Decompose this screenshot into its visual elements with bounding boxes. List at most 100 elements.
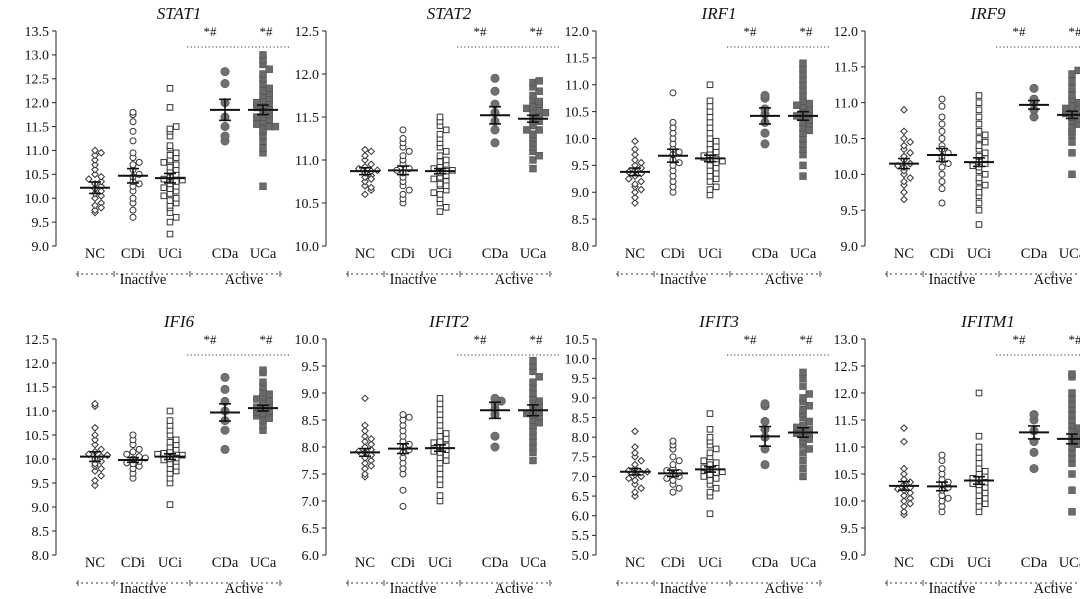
data-point xyxy=(259,182,267,190)
data-point xyxy=(900,437,908,446)
data-point xyxy=(535,152,543,160)
data-point xyxy=(436,395,444,402)
data-point xyxy=(91,170,99,179)
y-tick-label: 10.5 xyxy=(25,168,50,183)
data-point xyxy=(624,474,633,483)
data-point xyxy=(535,97,543,106)
category-label: CDi xyxy=(661,246,685,262)
y-tick-label: 7.0 xyxy=(572,470,590,485)
data-point xyxy=(706,510,714,518)
y-tick-label: 11.0 xyxy=(834,441,858,456)
data-point xyxy=(900,491,908,500)
data-point xyxy=(631,193,639,202)
category-label: CDi xyxy=(121,555,145,571)
data-point xyxy=(160,184,168,192)
data-point xyxy=(523,126,531,134)
group-label-inactive: Inactive xyxy=(660,272,707,288)
data-point xyxy=(529,356,537,365)
data-point xyxy=(220,131,230,141)
data-point xyxy=(975,106,983,114)
data-point xyxy=(706,162,714,169)
data-point xyxy=(631,150,639,159)
y-tick-label: 8.5 xyxy=(32,525,50,540)
series-uca xyxy=(253,51,280,190)
group-label-active: Active xyxy=(495,581,534,597)
data-point xyxy=(712,143,720,150)
data-point xyxy=(893,485,902,494)
data-point xyxy=(259,416,267,425)
series-cda xyxy=(1029,410,1039,474)
data-point xyxy=(700,457,708,465)
data-point xyxy=(166,407,174,415)
data-point xyxy=(535,77,543,85)
series-uca xyxy=(793,368,813,481)
data-point xyxy=(706,81,714,89)
data-point xyxy=(1029,410,1039,420)
data-point xyxy=(436,416,444,424)
data-point xyxy=(166,438,174,446)
significance-marker: *# xyxy=(744,332,758,347)
data-point xyxy=(637,158,646,167)
data-point xyxy=(535,397,543,405)
category-label: NC xyxy=(85,555,105,571)
data-point xyxy=(490,86,500,96)
chart-panel-stat2: STAT2 10.0 10.5 11.0 11.5 12.0 12.5 NC CDi UCi CDa… xyxy=(295,4,561,288)
significance-marker: *# xyxy=(800,24,814,39)
data-point xyxy=(436,152,444,159)
data-point xyxy=(906,148,915,157)
data-point xyxy=(442,430,450,437)
significance-marker: *# xyxy=(204,332,218,347)
data-point xyxy=(981,468,989,475)
y-tick-label: 13.0 xyxy=(25,49,50,64)
y-tick-label: 10.0 xyxy=(834,495,859,510)
data-point xyxy=(361,394,369,403)
data-point xyxy=(706,172,714,180)
category-label: NC xyxy=(85,246,105,262)
data-point xyxy=(490,393,500,403)
data-point xyxy=(900,105,908,114)
y-tick-label: 9.5 xyxy=(32,216,50,231)
y-tick-label: 11.0 xyxy=(25,405,49,420)
data-point xyxy=(220,79,230,89)
data-point xyxy=(706,145,714,153)
data-point xyxy=(361,177,369,186)
data-point xyxy=(706,129,714,137)
data-point xyxy=(367,160,376,169)
data-point xyxy=(712,445,720,453)
y-tick-label: 12.0 xyxy=(834,25,859,40)
group-label-inactive: Inactive xyxy=(929,272,976,288)
group-label-active: Active xyxy=(1034,581,1073,597)
category-label: CDa xyxy=(212,555,239,571)
data-point xyxy=(91,459,99,468)
data-point xyxy=(172,214,180,221)
data-point xyxy=(760,416,770,426)
chart-title: IRF1 xyxy=(701,4,737,23)
data-point xyxy=(135,180,143,188)
data-point xyxy=(706,113,714,121)
chart-panel-stat1: STAT1 9.0 9.5 10.0 10.5 11.0 11.5 12.0 12.5 13.0 1… xyxy=(25,4,291,288)
data-point xyxy=(799,59,807,67)
data-point xyxy=(265,414,273,422)
data-point xyxy=(259,87,267,95)
data-point xyxy=(706,97,714,105)
data-point xyxy=(893,161,902,170)
data-point xyxy=(91,194,99,203)
y-tick-label: 11.5 xyxy=(25,381,49,396)
significance-marker: *# xyxy=(260,332,274,347)
data-point xyxy=(900,177,908,186)
data-point xyxy=(399,152,407,160)
data-point xyxy=(938,465,946,473)
data-point xyxy=(1068,486,1076,494)
data-point xyxy=(631,199,639,207)
data-point xyxy=(361,426,369,435)
data-point xyxy=(981,131,989,139)
data-point xyxy=(631,156,639,164)
data-point xyxy=(436,459,444,467)
y-tick-label: 12.0 xyxy=(25,96,50,111)
data-point xyxy=(938,451,946,459)
data-point xyxy=(712,137,720,145)
data-point xyxy=(529,456,537,465)
data-point xyxy=(129,137,137,145)
data-point xyxy=(91,206,99,215)
y-tick-label: 9.0 xyxy=(841,549,859,564)
